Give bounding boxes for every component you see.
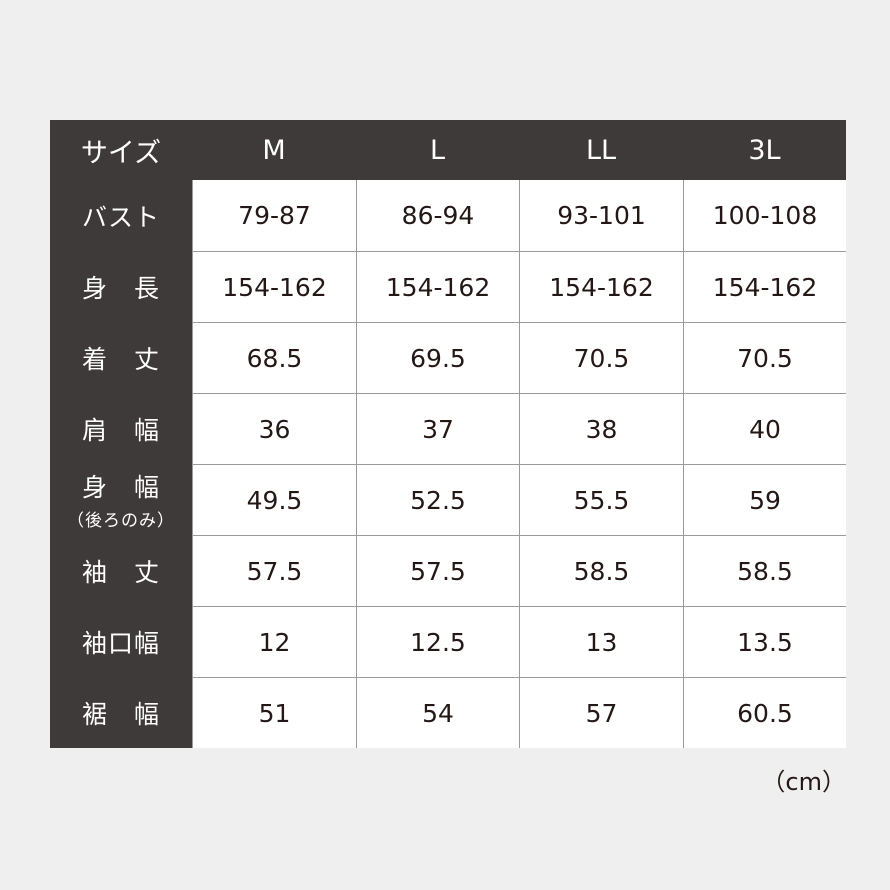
table-cell: 52.5 [356, 464, 519, 535]
table-cell: 51 [192, 677, 356, 748]
row-label-text: 袖 丈 [81, 557, 160, 587]
header-size-ll: LL [585, 134, 617, 166]
table-cell: 57.5 [192, 535, 356, 606]
size-chart-table: サイズ M L LL 3L バスト 79-87 86-94 93-101 100-108… [50, 120, 846, 748]
row-label: 裾 幅 [50, 677, 192, 748]
row-label: バスト [50, 180, 192, 251]
table-cell: 13 [519, 606, 683, 677]
table-cell: 79-87 [192, 180, 356, 251]
header-corner: サイズ [80, 137, 162, 169]
table-cell: 93-101 [519, 180, 683, 251]
table-cell: 36 [192, 393, 356, 464]
table-cell: 154-162 [519, 251, 683, 322]
row-label-text: 袖口幅 [81, 628, 160, 658]
table-cell: 58.5 [519, 535, 683, 606]
table-cell: 38 [519, 393, 683, 464]
row-label-text: 身 長 [81, 273, 160, 303]
row-label: 袖口幅 [50, 606, 192, 677]
table-cell: 70.5 [683, 322, 846, 393]
table-cell: 55.5 [519, 464, 683, 535]
table-cell: 59 [683, 464, 846, 535]
row-label-text: バスト [81, 202, 160, 232]
table-cell: 49.5 [192, 464, 356, 535]
table-cell: 154-162 [356, 251, 519, 322]
table-cell: 57.5 [356, 535, 519, 606]
table-cell: 70.5 [519, 322, 683, 393]
header-size-3l: 3L [748, 134, 781, 166]
table-cell: 58.5 [683, 535, 846, 606]
row-label: 着 丈 [50, 322, 192, 393]
table-cell: 60.5 [683, 677, 846, 748]
table-cell: 154-162 [192, 251, 356, 322]
table-cell: 54 [356, 677, 519, 748]
row-label-text: 身 幅 [81, 473, 160, 502]
row-label: 肩 幅 [50, 393, 192, 464]
table-cell: 40 [683, 393, 846, 464]
table-cell: 86-94 [356, 180, 519, 251]
row-label: 身 長 [50, 251, 192, 322]
row-label-text: 着 丈 [81, 344, 160, 374]
row-label-text: 肩 幅 [81, 415, 160, 445]
header-size-l: L [429, 134, 446, 166]
unit-label: （cm） [761, 768, 846, 796]
table-cell: 100-108 [683, 180, 846, 251]
table-cell: 37 [356, 393, 519, 464]
table-cell: 69.5 [356, 322, 519, 393]
row-label: 袖 丈 [50, 535, 192, 606]
table-cell: 154-162 [683, 251, 846, 322]
table-cell: 12 [192, 606, 356, 677]
table-cell: 13.5 [683, 606, 846, 677]
table-cell: 68.5 [192, 322, 356, 393]
table-cell: 12.5 [356, 606, 519, 677]
table-cell: 57 [519, 677, 683, 748]
row-label: 身 幅 （後ろのみ） [50, 464, 192, 535]
row-label-text: 裾 幅 [81, 699, 160, 729]
row-sublabel: （後ろのみ） [67, 511, 175, 531]
header-size-m: M [262, 134, 286, 166]
